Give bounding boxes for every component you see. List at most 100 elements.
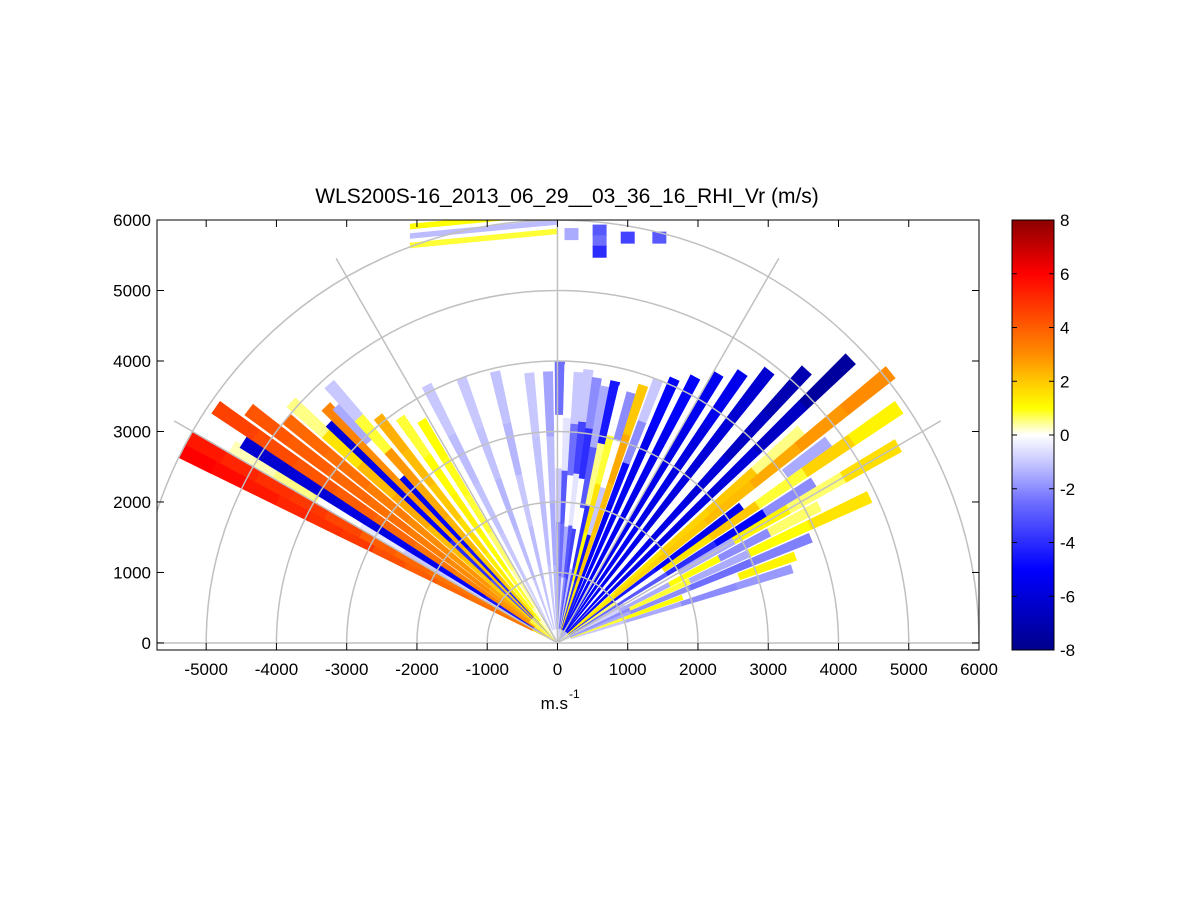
x-tick-label: -1000: [465, 660, 508, 679]
velocity-cell-near: [531, 618, 558, 643]
grid-spoke: [173, 420, 558, 644]
velocity-cell: [489, 370, 512, 425]
x-tick-label: 1000: [609, 660, 647, 679]
velocity-cell: [421, 382, 456, 437]
velocity-cell-near: [533, 616, 558, 643]
x-tick-label: 3000: [749, 660, 787, 679]
velocity-cell: [324, 379, 364, 422]
velocity-cell: [766, 501, 822, 537]
top-strip-cell: [409, 228, 558, 249]
x-tick-label: -2000: [395, 660, 438, 679]
velocity-data-layer: [178, 220, 904, 643]
y-tick-label: 2000: [113, 493, 151, 512]
velocity-cell-near: [532, 617, 558, 643]
velocity-cell: [395, 414, 431, 459]
velocity-cell: [735, 564, 794, 590]
velocity-cell-near: [557, 633, 568, 643]
x-axis-ticks: -5000 -4000 -3000 -2000 -1000 0 1000 2000 3000 40…: [184, 220, 998, 679]
velocity-cell-near: [557, 638, 571, 643]
velocity-cell-near: [530, 618, 558, 643]
y-tick-label: 5000: [113, 281, 151, 300]
grid-spoke: [557, 420, 942, 644]
velocity-cell-near: [557, 629, 562, 643]
grid-ring: [157, 220, 979, 643]
top-strip-cell: [409, 220, 558, 239]
velocity-cell-near: [530, 620, 558, 643]
velocity-cell: [542, 371, 555, 437]
colorbar-tick-label: -4: [1060, 534, 1075, 553]
grid-spoke: [556, 257, 780, 644]
y-tick-label: 6000: [113, 211, 151, 230]
velocity-cell: [724, 366, 775, 427]
polar-grid: [157, 220, 979, 644]
velocity-cell: [211, 400, 260, 441]
velocity-cell-near: [539, 620, 558, 643]
velocity-cell: [762, 365, 812, 418]
y-tick-label: 4000: [113, 352, 151, 371]
velocity-cell-near: [529, 621, 558, 643]
velocity-cell: [417, 417, 449, 461]
x-tick-label: -3000: [325, 660, 368, 679]
velocity-cell-near: [557, 629, 560, 643]
velocity-cell-near: [554, 629, 558, 643]
scatter-cell: [592, 245, 607, 258]
scatter-cell: [652, 231, 667, 244]
velocity-cell: [524, 372, 540, 438]
x-tick-label: 2000: [679, 660, 717, 679]
velocity-cell: [748, 532, 813, 567]
x-axis-label-superscript: -1: [569, 687, 580, 701]
plot-frame: [156, 219, 980, 651]
colorbar-ticks: 8 6 4 2 0 -2 -4 -6 -8: [1012, 211, 1075, 660]
velocity-cell: [578, 368, 594, 423]
velocity-cell-near: [557, 629, 561, 643]
scatter-cell: [620, 231, 635, 244]
x-tick-label: -4000: [255, 660, 298, 679]
velocity-cell: [606, 385, 629, 437]
x-tick-label: -5000: [184, 660, 227, 679]
x-tick-label: 0: [553, 660, 562, 679]
colorbar-tick-label: -8: [1060, 641, 1075, 660]
velocity-cell-near: [557, 628, 559, 643]
colorbar-tick-label: 4: [1060, 319, 1069, 338]
velocity-cell: [562, 364, 575, 419]
velocity-cell: [597, 380, 621, 445]
scatter-cell: [592, 235, 607, 248]
velocity-cell-near: [557, 632, 568, 643]
y-axis-ticks: 0 1000 2000 3000 4000 5000 6000: [113, 211, 979, 653]
velocity-cell: [648, 376, 680, 432]
colorbar-tick-label: 2: [1060, 372, 1069, 391]
velocity-cell-near: [532, 607, 558, 643]
x-tick-label: 4000: [820, 660, 858, 679]
scatter-cell: [592, 224, 607, 237]
x-axis-label-text: m.s: [541, 694, 568, 713]
top-strip-cell: [409, 220, 509, 230]
colorbar-tick-label: -2: [1060, 480, 1075, 499]
velocity-cell: [847, 400, 904, 446]
x-tick-label: 5000: [890, 660, 928, 679]
colorbar-tick-label: -6: [1060, 587, 1075, 606]
chart-title: WLS200S-16_2013_06_29__03_36_16_RHI_Vr (…: [315, 185, 819, 208]
x-tick-label: 6000: [960, 660, 998, 679]
x-axis-label: m.s: [541, 694, 568, 713]
velocity-cell: [623, 383, 649, 436]
velocity-cell: [286, 397, 330, 438]
y-tick-label: 0: [142, 634, 151, 653]
velocity-cell: [807, 491, 873, 530]
y-tick-label: 3000: [113, 422, 151, 441]
grid-spoke: [335, 257, 559, 644]
colorbar-tick-label: 0: [1060, 426, 1069, 445]
colorbar: [1011, 219, 1055, 651]
velocity-cell: [702, 369, 748, 428]
velocity-cell: [839, 366, 896, 416]
colorbar-tick-label: 6: [1060, 265, 1069, 284]
velocity-cell: [244, 403, 293, 446]
velocity-cell: [373, 413, 409, 454]
velocity-cell-near: [533, 616, 558, 643]
velocity-cell: [737, 551, 797, 581]
scatter-cell: [564, 228, 579, 241]
velocity-cell: [798, 353, 856, 410]
velocity-cell: [664, 374, 701, 431]
colorbar-tick-label: 8: [1060, 211, 1069, 230]
y-tick-label: 1000: [113, 563, 151, 582]
